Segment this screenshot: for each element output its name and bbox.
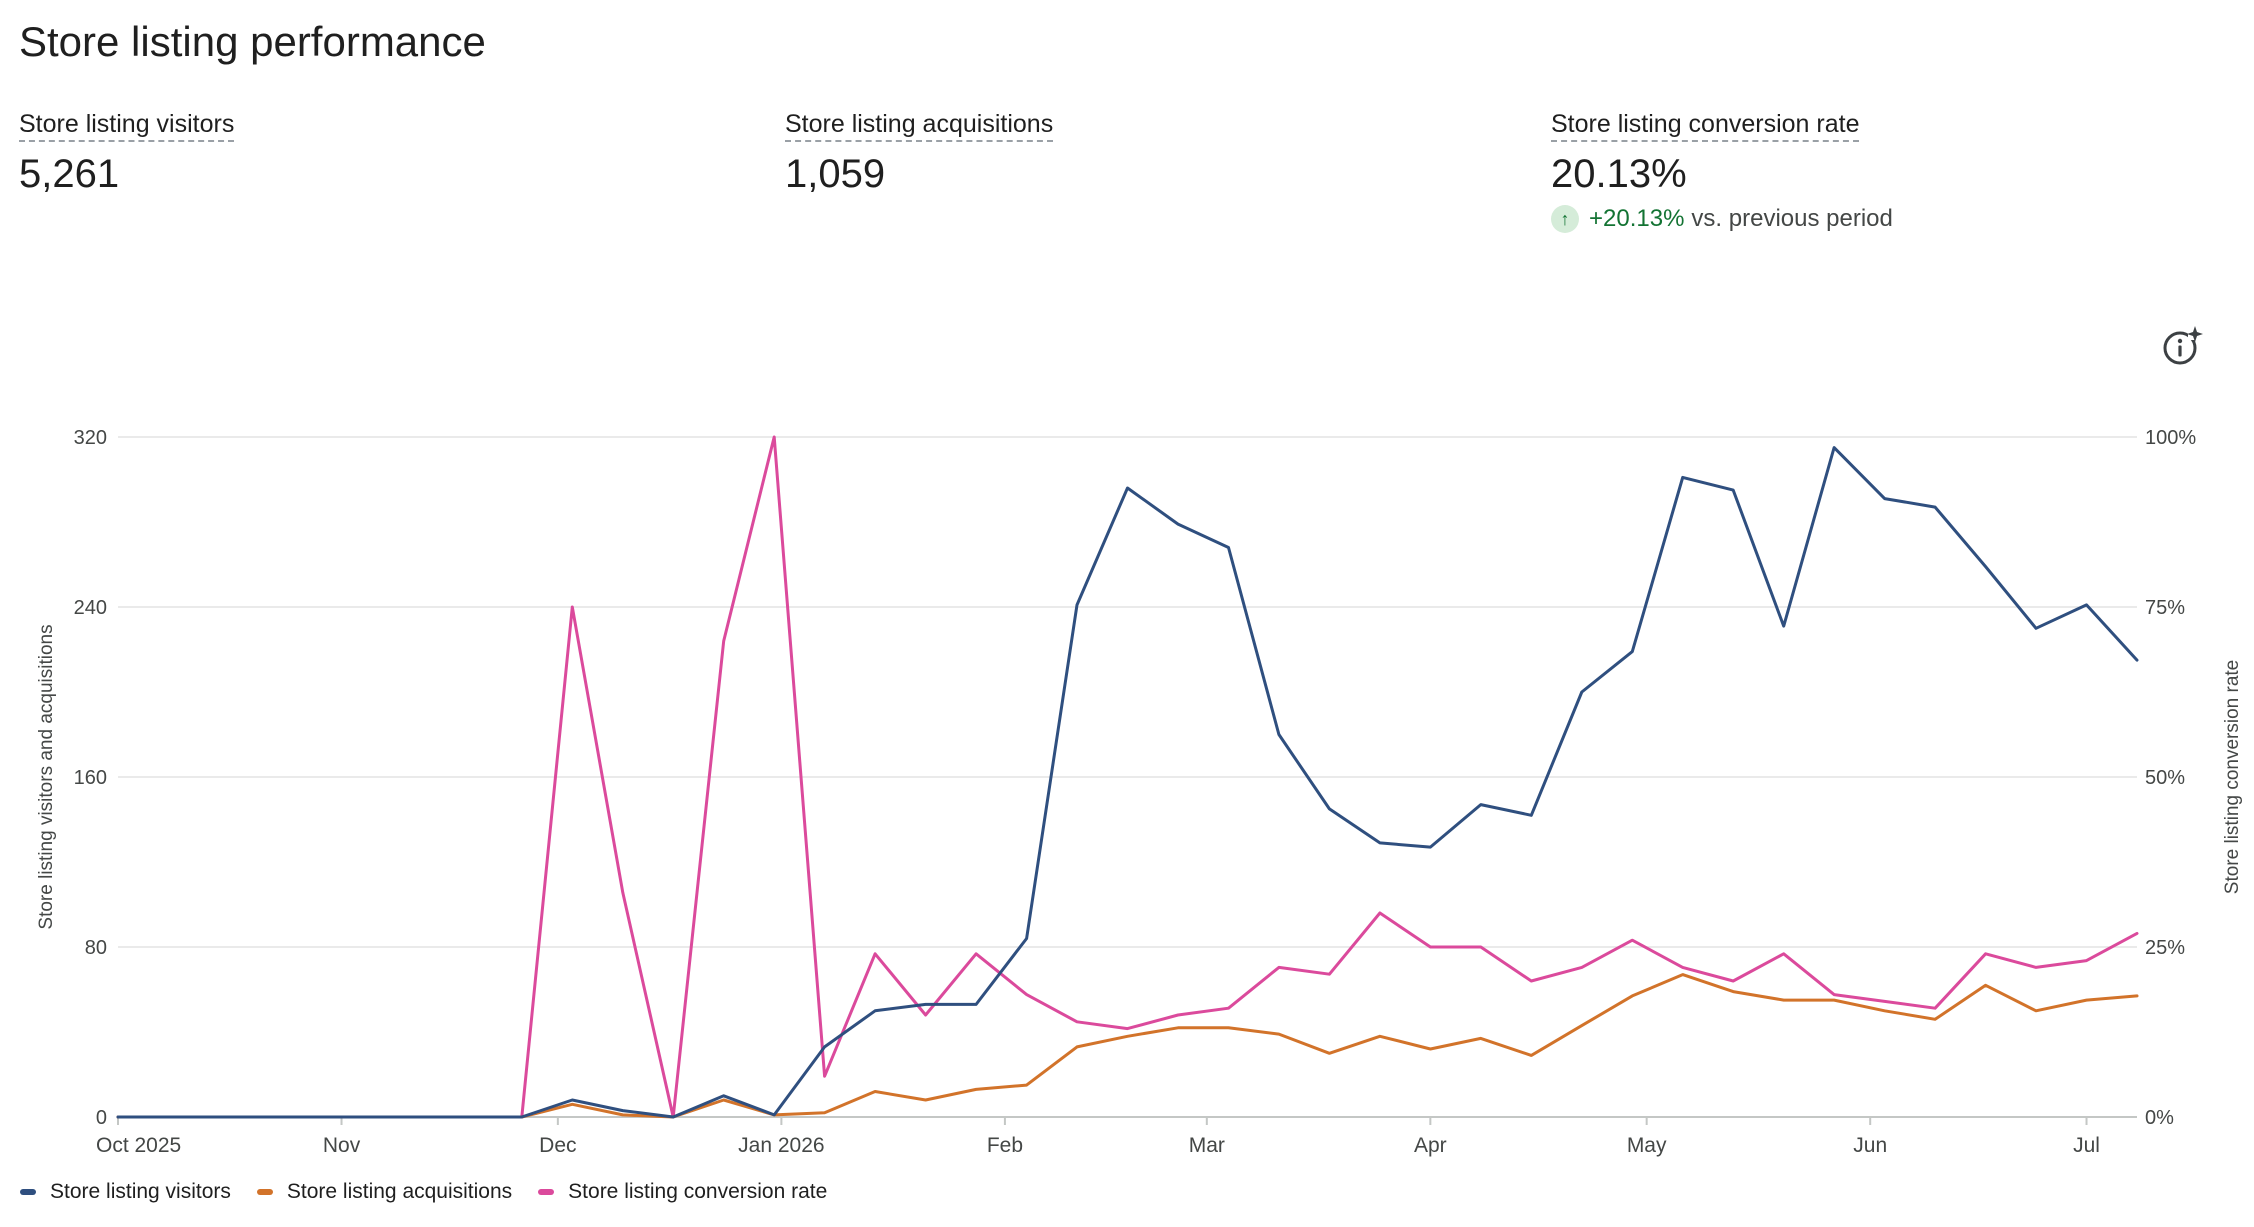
legend-swatch-acquisitions: [256, 1189, 273, 1195]
y-left-tick-label: 320: [74, 427, 107, 449]
kpi-conversion-change: ↑ +20.13% vs. previous period: [1551, 205, 1893, 233]
kpi-conversion-label[interactable]: Store listing conversion rate: [1551, 110, 1860, 142]
legend-swatch-conversion: [538, 1189, 555, 1195]
arrow-up-icon: ↑: [1551, 205, 1579, 233]
kpi-acquisitions-value: 1,059: [785, 152, 886, 196]
kpi-conversion[interactable]: Store listing conversion rate 20.13% ↑ +…: [1551, 110, 1893, 233]
x-tick-label: Nov: [323, 1134, 361, 1157]
legend-item-visitors[interactable]: Store listing visitors: [20, 1180, 231, 1204]
kpi-acquisitions-label[interactable]: Store listing acquisitions: [785, 110, 1054, 142]
kpi-conversion-value: 20.13%: [1551, 152, 1687, 196]
legend-swatch-visitors: [20, 1189, 36, 1195]
legend-label-conversion: Store listing conversion rate: [568, 1180, 828, 1203]
chart-legend: Store listing visitors Store listing acq…: [20, 1180, 853, 1204]
page-title: Store listing performance: [19, 18, 486, 65]
legend-item-acquisitions[interactable]: Store listing acquisitions: [256, 1180, 513, 1204]
legend-label-visitors: Store listing visitors: [50, 1180, 231, 1203]
kpi-visitors[interactable]: Store listing visitors 5,261: [19, 110, 235, 197]
kpi-change-suffix: vs. previous period: [1691, 205, 1893, 232]
y-right-axis-title: Store listing conversion rate: [2222, 660, 2243, 894]
x-tick-label: Jul: [2073, 1134, 2100, 1157]
y-left-tick-label: 80: [85, 937, 107, 959]
y-left-axis-title: Store listing visitors and acquisitions: [36, 624, 57, 929]
kpi-visitors-label[interactable]: Store listing visitors: [19, 110, 235, 142]
y-left-tick-label: 0: [96, 1107, 107, 1129]
y-left-tick-label: 240: [74, 597, 107, 619]
x-tick-label: May: [1627, 1134, 1667, 1157]
y-right-tick-label: 100%: [2145, 427, 2196, 449]
info-sparkle-icon[interactable]: [2160, 324, 2204, 368]
kpi-acquisitions[interactable]: Store listing acquisitions 1,059: [785, 110, 1054, 197]
y-right-tick-label: 0%: [2145, 1107, 2174, 1129]
legend-label-acquisitions: Store listing acquisitions: [286, 1180, 513, 1203]
x-tick-label: Mar: [1189, 1134, 1225, 1157]
y-right-tick-label: 50%: [2145, 767, 2185, 789]
legend-item-conversion[interactable]: Store listing conversion rate: [538, 1180, 827, 1204]
x-tick-label: Dec: [539, 1134, 576, 1157]
x-tick-label: Feb: [987, 1134, 1023, 1157]
series-line-visitors: [116, 446, 2139, 1119]
y-right-tick-label: 75%: [2145, 597, 2185, 619]
x-tick-label: Jun: [1853, 1134, 1887, 1157]
x-tick-label: Jan 2026: [738, 1134, 824, 1157]
kpi-visitors-value: 5,261: [19, 152, 120, 196]
kpi-change-value: +20.13%: [1589, 205, 1685, 232]
x-tick-label: Oct 2025: [96, 1134, 181, 1157]
x-tick-label: Apr: [1414, 1134, 1447, 1157]
y-right-tick-label: 25%: [2145, 937, 2185, 959]
y-left-tick-label: 160: [74, 767, 107, 789]
